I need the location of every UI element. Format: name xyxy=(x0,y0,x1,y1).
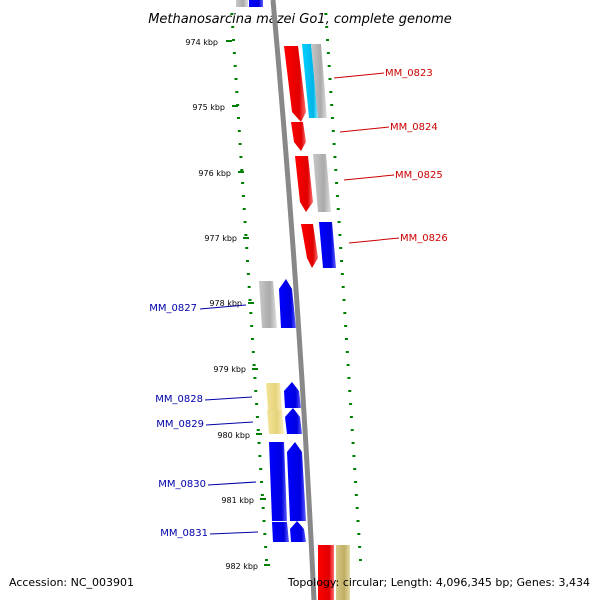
tick-label-982: 982 kbp xyxy=(225,562,258,571)
gene-feature-mm0824[interactable] xyxy=(291,122,306,151)
gene-feature[interactable] xyxy=(259,281,277,328)
gene-label-connectors xyxy=(199,72,400,535)
gene-feature[interactable] xyxy=(249,0,263,7)
genome-backbone xyxy=(270,0,317,600)
gene-feature[interactable] xyxy=(311,44,327,118)
gene-feature-mm0827[interactable] xyxy=(279,279,296,328)
gene-feature[interactable] xyxy=(236,0,248,7)
gene-label-mm0829[interactable]: MM_0829 xyxy=(156,419,204,430)
gene-feature[interactable] xyxy=(302,44,318,118)
gene-feature[interactable] xyxy=(313,154,331,212)
genome-summary-text: Topology: circular; Length: 4,096,345 bp… xyxy=(287,576,590,589)
tick-label-975: 975 kbp xyxy=(192,103,225,112)
gene-feature-mm0826[interactable] xyxy=(301,224,318,268)
gene-feature[interactable] xyxy=(284,382,301,408)
gene-label-mm0823[interactable]: MM_0823 xyxy=(385,68,433,79)
gene-feature[interactable] xyxy=(287,442,306,521)
gene-feature-mm0828[interactable] xyxy=(266,383,282,410)
tick-label-978: 978 kbp xyxy=(209,299,242,308)
tick-label-974: 974 kbp xyxy=(185,38,218,47)
gene-feature-mm0831[interactable] xyxy=(272,522,289,542)
gene-feature-mm0829[interactable] xyxy=(285,408,302,434)
gene-label-mm0831[interactable]: MM_0831 xyxy=(160,528,208,539)
tick-label-977: 977 kbp xyxy=(204,234,237,243)
gene-label-mm0828[interactable]: MM_0828 xyxy=(155,394,203,405)
gene-label-mm0827[interactable]: MM_0827 xyxy=(149,303,197,314)
gene-feature-mm0825[interactable] xyxy=(295,156,313,212)
gene-label-mm0826[interactable]: MM_0826 xyxy=(400,233,448,244)
gene-label-mm0830[interactable]: MM_0830 xyxy=(158,479,206,490)
gene-feature[interactable] xyxy=(267,410,284,434)
tick-dot-curves xyxy=(230,13,362,561)
tick-label-976: 976 kbp xyxy=(198,169,231,178)
gene-feature[interactable] xyxy=(290,521,306,542)
gene-feature-mm0823[interactable] xyxy=(284,46,306,122)
accession-text: Accession: NC_003901 xyxy=(9,576,134,589)
gene-label-mm0825[interactable]: MM_0825 xyxy=(395,170,443,181)
kbp-tick-marks xyxy=(226,40,270,566)
gene-feature[interactable] xyxy=(336,545,350,600)
tick-label-979: 979 kbp xyxy=(213,365,246,374)
gene-feature[interactable] xyxy=(319,222,336,268)
gene-feature[interactable] xyxy=(318,545,334,600)
gene-label-mm0824[interactable]: MM_0824 xyxy=(390,122,438,133)
gene-feature-mm0830[interactable] xyxy=(269,442,287,521)
map-title: Methanosarcina mazei Go1, complete genom… xyxy=(148,12,452,27)
tick-label-981: 981 kbp xyxy=(221,496,254,505)
tick-label-980: 980 kbp xyxy=(217,431,250,440)
